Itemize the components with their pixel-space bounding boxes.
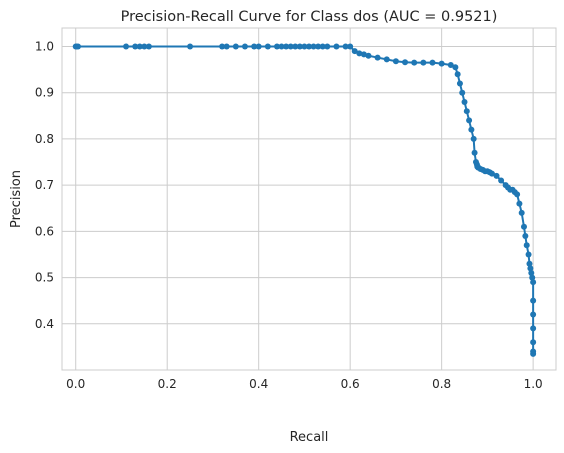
pr-curve-point bbox=[468, 126, 475, 133]
pr-curve-point bbox=[223, 43, 230, 50]
pr-curve-point bbox=[454, 71, 461, 78]
pr-curve-point bbox=[241, 43, 248, 50]
pr-curve-point bbox=[315, 43, 322, 50]
pr-curve-point bbox=[333, 43, 340, 50]
x-tick-label: 0.4 bbox=[249, 377, 268, 391]
pr-curve-point bbox=[374, 54, 381, 61]
x-tick-label: 0.2 bbox=[158, 377, 177, 391]
x-tick-label: 0.6 bbox=[341, 377, 360, 391]
pr-curve-point bbox=[470, 135, 477, 142]
y-tick-label: 0.6 bbox=[35, 224, 54, 238]
pr-curve-point bbox=[365, 52, 372, 59]
pr-curve-point bbox=[523, 242, 530, 249]
pr-curve-point bbox=[232, 43, 239, 50]
pr-curve-point bbox=[447, 61, 454, 68]
pr-curve-point bbox=[463, 108, 470, 115]
pr-curve-point bbox=[187, 43, 194, 50]
pr-curve-point bbox=[287, 43, 294, 50]
pr-curve-point bbox=[461, 98, 468, 105]
pr-curve-point bbox=[402, 59, 409, 66]
pr-curve-point bbox=[356, 50, 363, 57]
pr-curve-point bbox=[324, 43, 331, 50]
pr-curve-point bbox=[514, 191, 521, 198]
pr-curve-point bbox=[141, 43, 148, 50]
pr-curve-point bbox=[347, 43, 354, 50]
pr-curve-point bbox=[219, 43, 226, 50]
x-tick-labels: 0.0 0.2 0.4 0.6 0.8 1.0 bbox=[66, 377, 543, 391]
pr-curve-point bbox=[420, 59, 427, 66]
x-tick-label: 1.0 bbox=[524, 377, 543, 391]
y-tick-labels: 0.4 0.5 0.6 0.7 0.8 0.9 1.0 bbox=[35, 39, 54, 330]
pr-curve-point bbox=[516, 200, 523, 207]
y-tick-label: 0.8 bbox=[35, 132, 54, 146]
pr-curve-point bbox=[306, 43, 312, 50]
pr-curve-point bbox=[342, 43, 349, 50]
pr-curve-point bbox=[488, 170, 495, 177]
pr-curve-point bbox=[392, 58, 399, 65]
pr-curve-point bbox=[529, 274, 536, 281]
pr-curve-point bbox=[438, 60, 445, 67]
pr-curve-point bbox=[527, 265, 534, 272]
pr-curve-point bbox=[319, 43, 326, 50]
pr-curve-point bbox=[132, 43, 139, 50]
plot-area bbox=[61, 27, 557, 371]
pr-curve-point bbox=[301, 43, 308, 50]
pr-curve-point bbox=[75, 43, 82, 50]
pr-curve-point bbox=[145, 43, 152, 50]
y-tick-label: 0.4 bbox=[35, 317, 54, 331]
pr-curve-point bbox=[522, 232, 529, 239]
pr-curve-point bbox=[278, 43, 285, 50]
pr-curve-point bbox=[530, 350, 537, 357]
pr-curve-point bbox=[525, 251, 532, 258]
pr-curve-point bbox=[255, 43, 262, 50]
pr-curve-point bbox=[530, 339, 537, 346]
x-tick-label: 0.0 bbox=[66, 377, 85, 391]
pr-curve-point bbox=[136, 43, 143, 50]
pr-curve-point bbox=[251, 43, 258, 50]
pr-curve-point bbox=[123, 43, 130, 50]
pr-curve-point bbox=[351, 48, 358, 55]
pr-curve-point bbox=[296, 43, 303, 50]
pr-curve-point bbox=[283, 43, 290, 50]
y-axis-label: Precision bbox=[9, 170, 24, 228]
series-layer bbox=[72, 43, 537, 357]
pr-curve-point bbox=[493, 172, 500, 179]
pr-curve-point bbox=[528, 269, 535, 276]
pr-curve-point bbox=[360, 51, 367, 58]
pr-curve-point bbox=[292, 43, 299, 50]
pr-curve-point bbox=[530, 279, 537, 286]
pr-curve-point bbox=[429, 59, 436, 66]
pr-curve-point bbox=[526, 260, 533, 267]
pr-curve-point bbox=[383, 56, 390, 63]
pr-curve-point bbox=[518, 209, 525, 216]
pr-curve-point bbox=[520, 223, 527, 230]
pr-curve-point bbox=[264, 43, 271, 50]
pr-curve-point bbox=[530, 297, 537, 304]
pr-curve-point bbox=[471, 149, 478, 156]
y-tick-label: 0.9 bbox=[35, 86, 54, 100]
pr-curve-point bbox=[530, 325, 537, 332]
pr-curve-point bbox=[273, 43, 280, 50]
pr-curve-point bbox=[459, 89, 466, 96]
x-tick-label: 0.8 bbox=[432, 377, 451, 391]
x-axis-label: Recall bbox=[290, 430, 329, 445]
pr-curve-point bbox=[456, 80, 463, 87]
pr-curve-point bbox=[310, 43, 317, 50]
pr-curve-point bbox=[452, 64, 459, 71]
pr-curve-point bbox=[466, 117, 473, 124]
pr-curve-point bbox=[498, 177, 505, 184]
pr-curve-point bbox=[530, 311, 537, 318]
y-tick-label: 1.0 bbox=[35, 39, 54, 53]
y-tick-label: 0.5 bbox=[35, 271, 54, 285]
chart-title: Precision-Recall Curve for Class dos (AU… bbox=[121, 9, 498, 25]
y-tick-label: 0.7 bbox=[35, 178, 54, 192]
pr-curve-point bbox=[411, 59, 418, 66]
